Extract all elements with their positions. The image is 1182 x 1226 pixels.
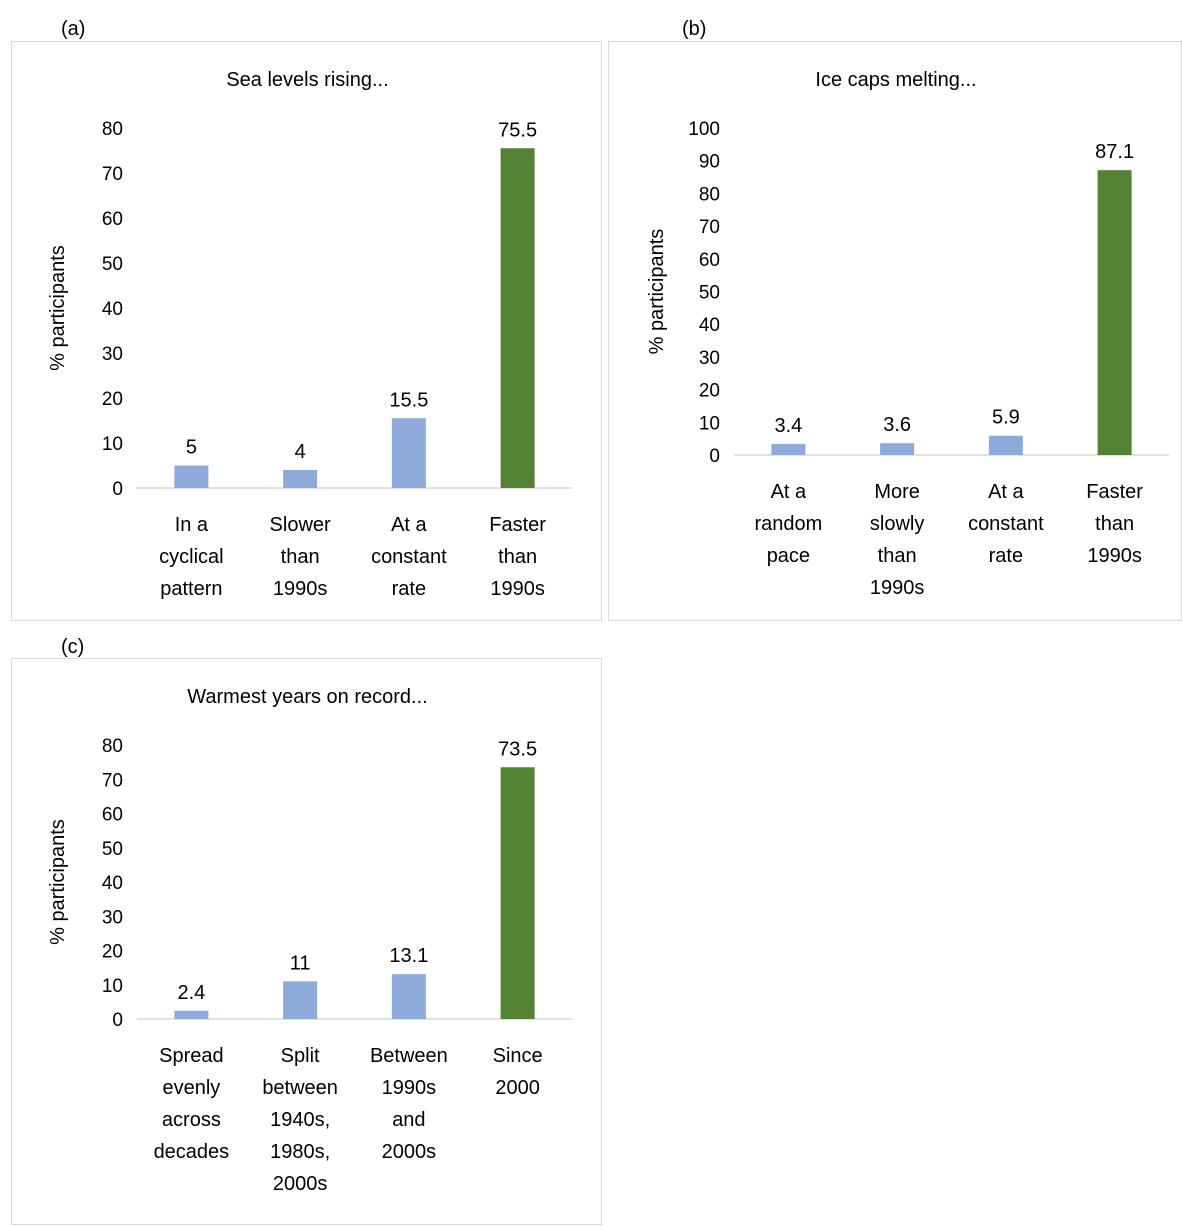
data-label: 4: [295, 441, 306, 463]
chart-panel-a: Sea levels rising... % participants 0 10 20 3…: [11, 41, 602, 621]
bar: [771, 443, 806, 455]
data-label: 3.4: [774, 415, 802, 437]
y-tick-label: 50: [699, 283, 720, 304]
y-tick-label: 10: [102, 434, 123, 455]
y-tick-label: 30: [102, 907, 123, 928]
x-tick-label: At a constant rate: [371, 514, 447, 600]
x-tick-label: Faster than 1990s: [1086, 481, 1143, 567]
data-label: 2.4: [177, 982, 205, 1004]
chart-a-svg: Sea levels rising... % participants 0 10 20 3…: [47, 69, 572, 600]
y-tick-label: 10: [699, 413, 720, 434]
y-tick-label: 40: [102, 873, 123, 894]
y-tick-label: 0: [112, 479, 123, 500]
data-label: 75.5: [498, 119, 537, 141]
panel-b-letter: (b): [682, 18, 707, 40]
y-tick-label: 40: [699, 315, 720, 336]
data-label: 15.5: [389, 389, 428, 411]
x-tick-label: Slower than 1990s: [270, 514, 331, 600]
panel-c-letter: (c): [61, 636, 85, 658]
y-tick-label: 0: [112, 1010, 123, 1031]
chart-panel-b: Ice caps melting... % participants 0 10 20 30…: [608, 41, 1182, 621]
y-tick-label: 80: [102, 736, 123, 757]
x-tick-label: At a random pace: [754, 481, 822, 567]
y-tick-label: 100: [688, 119, 720, 140]
bar: [174, 465, 209, 488]
y-tick-label: 30: [699, 348, 720, 369]
y-tick-label: 0: [709, 446, 720, 467]
x-tick-label: Spread evenly across decades: [154, 1045, 230, 1163]
data-label: 5: [186, 437, 197, 459]
y-tick-label: 70: [699, 217, 720, 238]
y-tick-label: 40: [102, 299, 123, 320]
y-axis-label: % participants: [47, 819, 69, 945]
y-tick-label: 60: [699, 250, 720, 271]
chart-c-svg: Warmest years on record... % participants…: [47, 686, 572, 1195]
bar: [1097, 170, 1132, 456]
x-tick-label: Faster than 1990s: [489, 514, 546, 600]
y-tick-label: 70: [102, 164, 123, 185]
y-tick-label: 80: [102, 119, 123, 140]
data-label: 13.1: [389, 945, 428, 967]
y-tick-label: 60: [102, 805, 123, 826]
x-tick-label: In a cyclical pattern: [159, 514, 223, 600]
y-tick-label: 20: [699, 381, 720, 402]
data-label: 73.5: [498, 738, 537, 760]
data-label: 5.9: [992, 407, 1020, 429]
y-axis-label: % participants: [47, 245, 69, 371]
y-tick-label: 90: [699, 152, 720, 173]
bar: [500, 767, 535, 1019]
chart-b-svg: Ice caps melting... % participants 0 10 20 30…: [646, 69, 1169, 599]
y-axis-label: % participants: [646, 229, 668, 355]
data-label: 87.1: [1095, 141, 1134, 163]
bar: [880, 443, 915, 455]
y-tick-label: 60: [102, 209, 123, 230]
bar: [174, 1010, 209, 1019]
x-tick-label: Between 1990s and 2000s: [370, 1045, 448, 1163]
data-label: 3.6: [883, 414, 911, 436]
bar: [988, 435, 1023, 455]
bar: [283, 981, 318, 1019]
data-label: 11: [290, 952, 311, 974]
x-tick-label: Split between 1940s, 1980s, 2000s: [262, 1045, 338, 1195]
bar: [283, 470, 318, 488]
bar: [500, 148, 535, 488]
y-tick-label: 20: [102, 389, 123, 410]
bar: [391, 974, 426, 1019]
y-tick-label: 50: [102, 839, 123, 860]
y-tick-label: 70: [102, 770, 123, 791]
chart-title: Ice caps melting...: [815, 69, 976, 91]
chart-title: Sea levels rising...: [226, 69, 388, 91]
y-tick-label: 30: [102, 344, 123, 365]
panel-a-letter: (a): [61, 18, 86, 40]
y-tick-label: 20: [102, 942, 123, 963]
chart-panel-c: Warmest years on record... % participants…: [11, 658, 602, 1225]
bar: [391, 418, 426, 488]
chart-title: Warmest years on record...: [187, 686, 427, 708]
y-tick-label: 50: [102, 254, 123, 275]
x-tick-label: At a constant rate: [968, 481, 1044, 567]
y-tick-label: 80: [699, 184, 720, 205]
x-tick-label: Since 2000: [493, 1045, 543, 1099]
x-tick-label: More slowly than 1990s: [870, 481, 925, 599]
y-tick-label: 10: [102, 976, 123, 997]
